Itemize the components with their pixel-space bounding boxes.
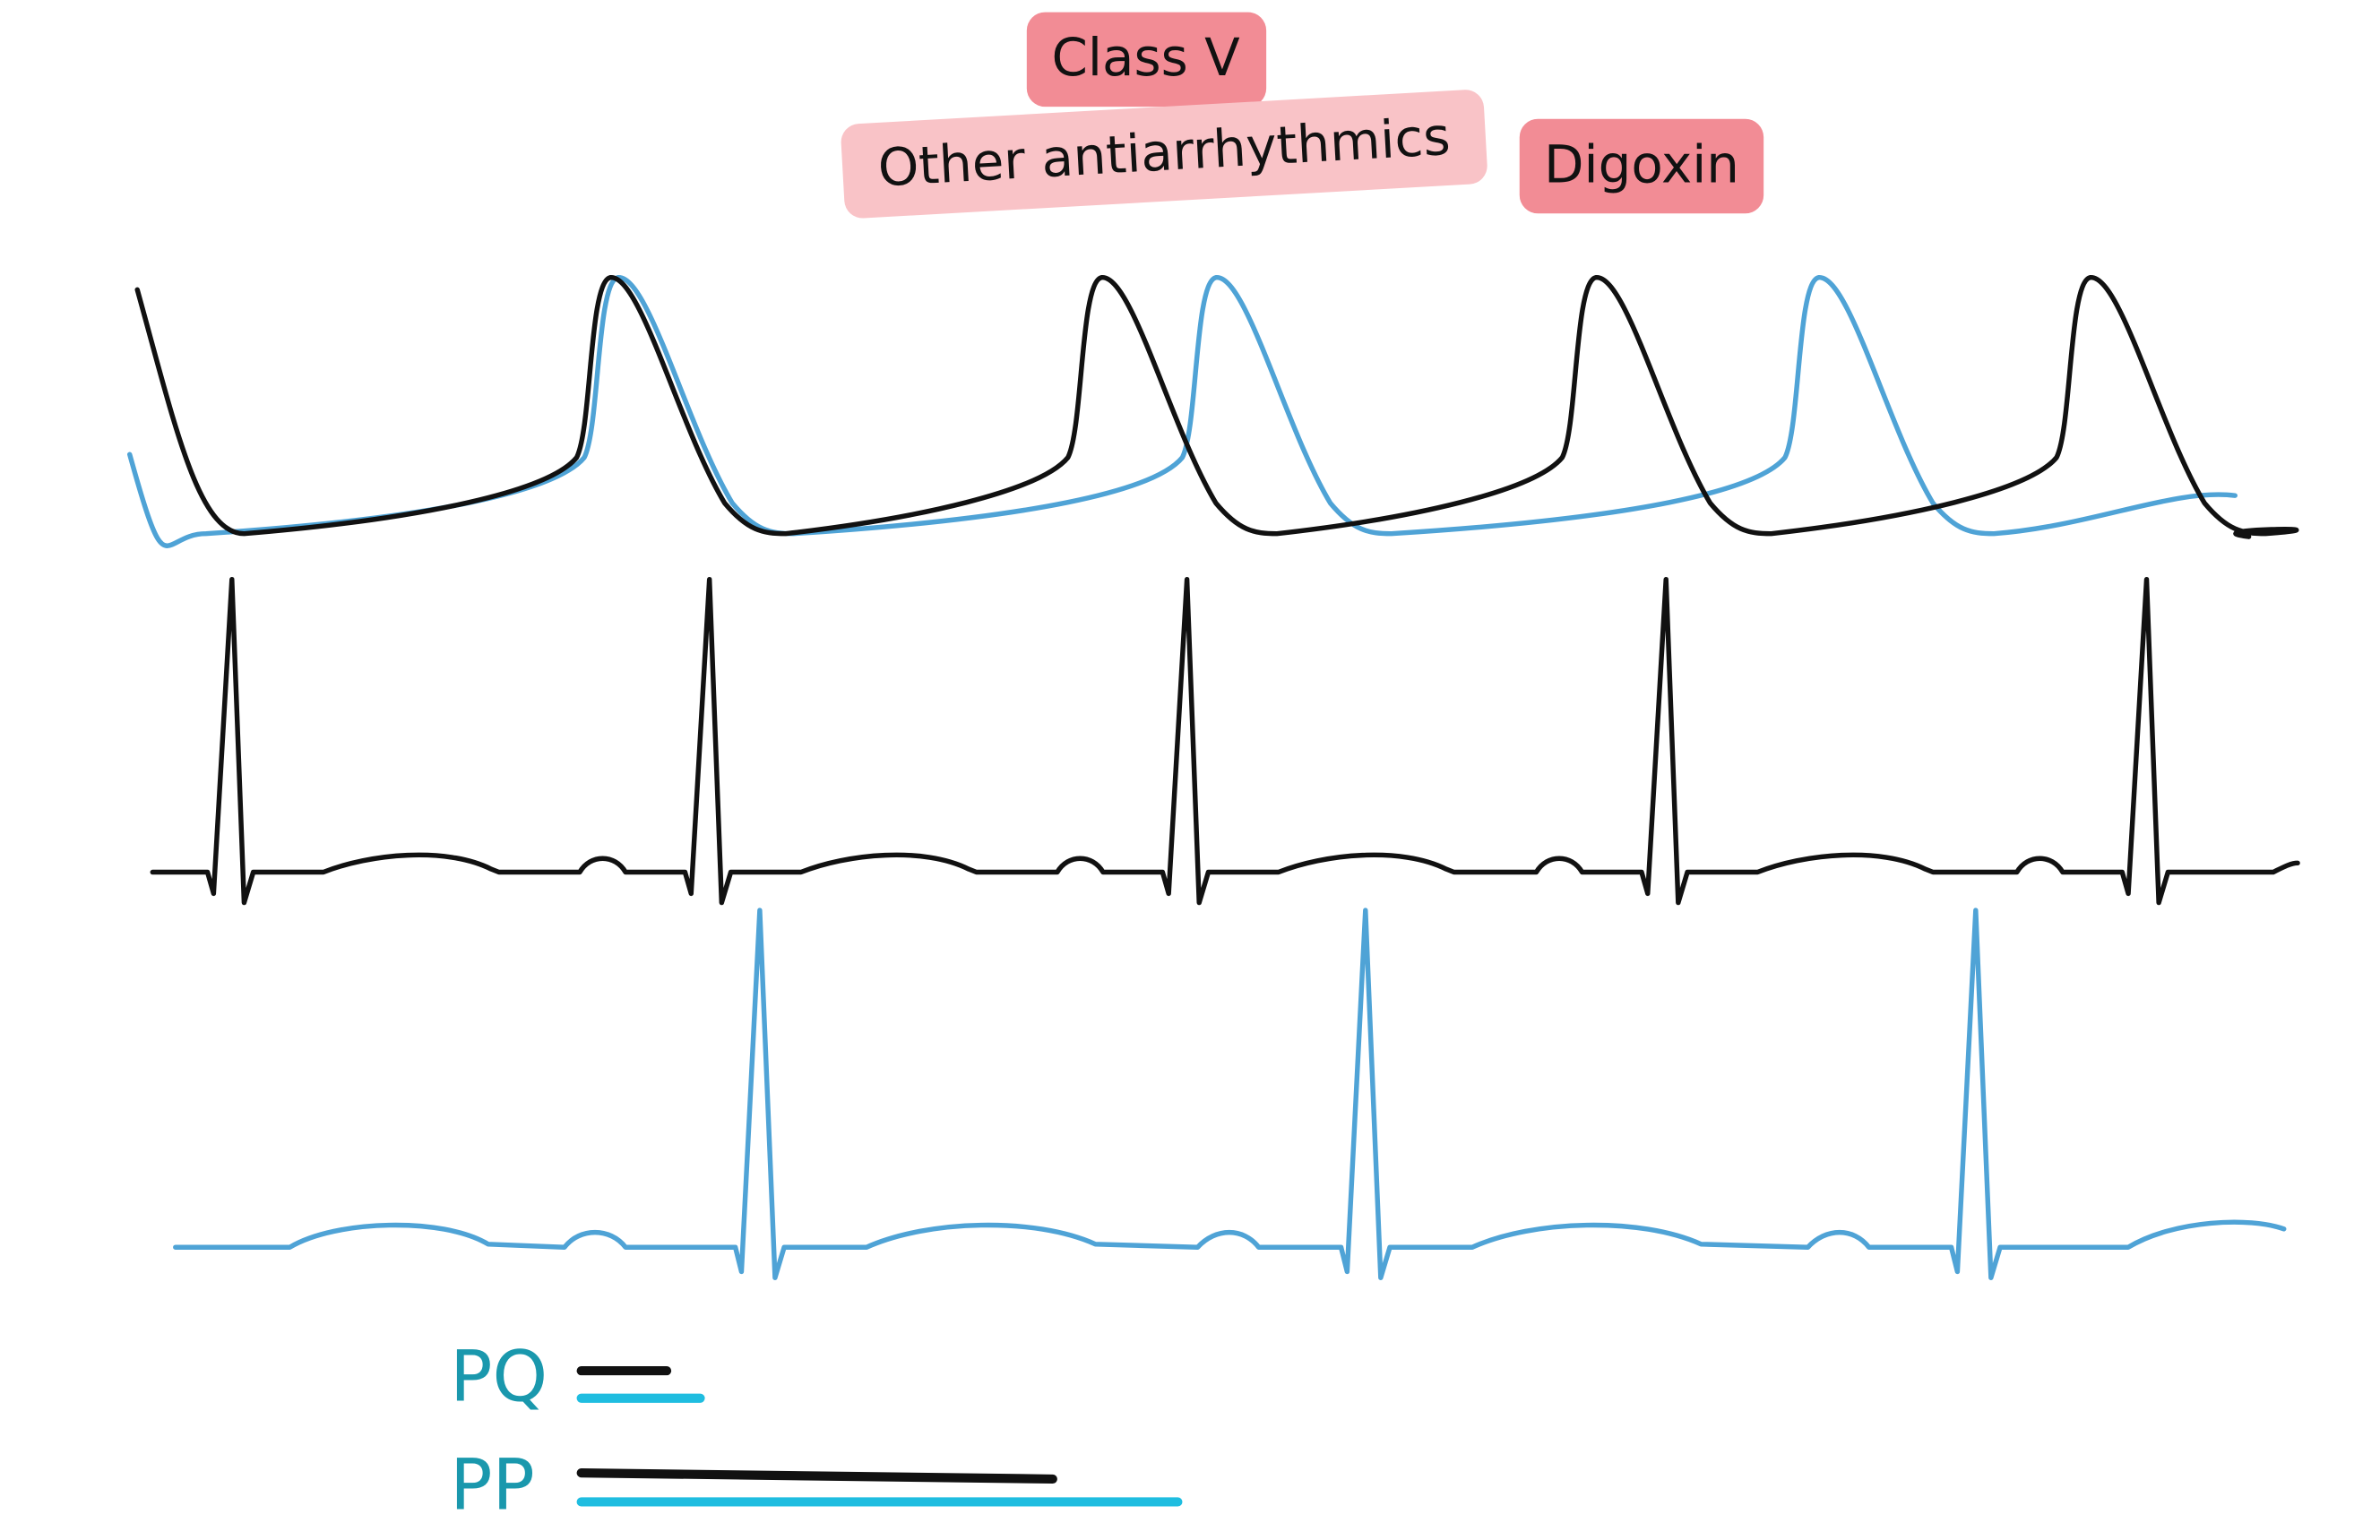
tag-text: Digoxin: [1544, 133, 1739, 194]
legend: PQ PP: [450, 1336, 1183, 1526]
ecg-blue: [173, 908, 2287, 1280]
action-potential-black: [134, 275, 2299, 539]
tag-box: [1026, 12, 1267, 108]
tag-box: [841, 90, 1488, 219]
legend-label: PP: [450, 1444, 534, 1526]
legend-label: PQ: [450, 1336, 548, 1417]
tag-class-v: Class V: [1026, 12, 1267, 108]
action-potential-blue: [126, 275, 2238, 548]
tag-digoxin: Digoxin: [1519, 118, 1764, 214]
pp-line-black: [576, 1468, 1057, 1484]
ecg-black: [150, 577, 2300, 906]
tag-other: Other antiarrhythmics: [841, 90, 1488, 219]
tag-box: [1519, 118, 1764, 214]
tag-text: Class V: [1052, 27, 1241, 88]
